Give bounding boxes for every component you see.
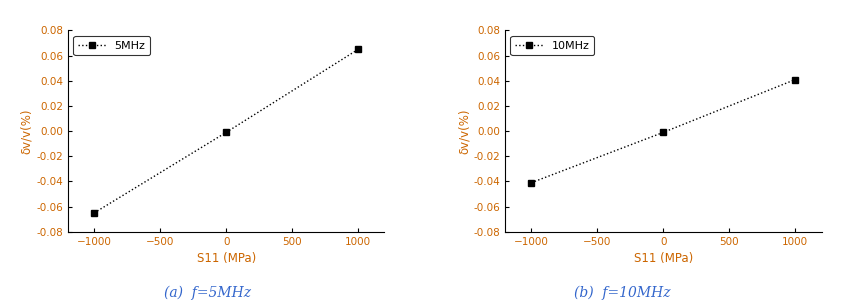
10MHz	[658, 131, 668, 134]
Text: (a)  f=5MHz: (a) f=5MHz	[164, 285, 251, 300]
X-axis label: S11 (MPa): S11 (MPa)	[197, 252, 256, 265]
10MHz	[526, 181, 536, 185]
5MHz	[89, 211, 99, 215]
Legend: 10MHz: 10MHz	[511, 36, 594, 55]
5MHz	[353, 48, 363, 51]
Legend: 5MHz: 5MHz	[74, 36, 150, 55]
Line: 10MHz: 10MHz	[528, 76, 799, 186]
Y-axis label: δv/v(%): δv/v(%)	[20, 108, 33, 154]
X-axis label: S11 (MPa): S11 (MPa)	[634, 252, 693, 265]
10MHz	[790, 78, 800, 81]
5MHz	[221, 131, 231, 134]
Text: (b)  f=10MHz: (b) f=10MHz	[574, 285, 671, 300]
Y-axis label: δv/v(%): δv/v(%)	[457, 108, 470, 154]
Line: 5MHz: 5MHz	[91, 46, 362, 217]
